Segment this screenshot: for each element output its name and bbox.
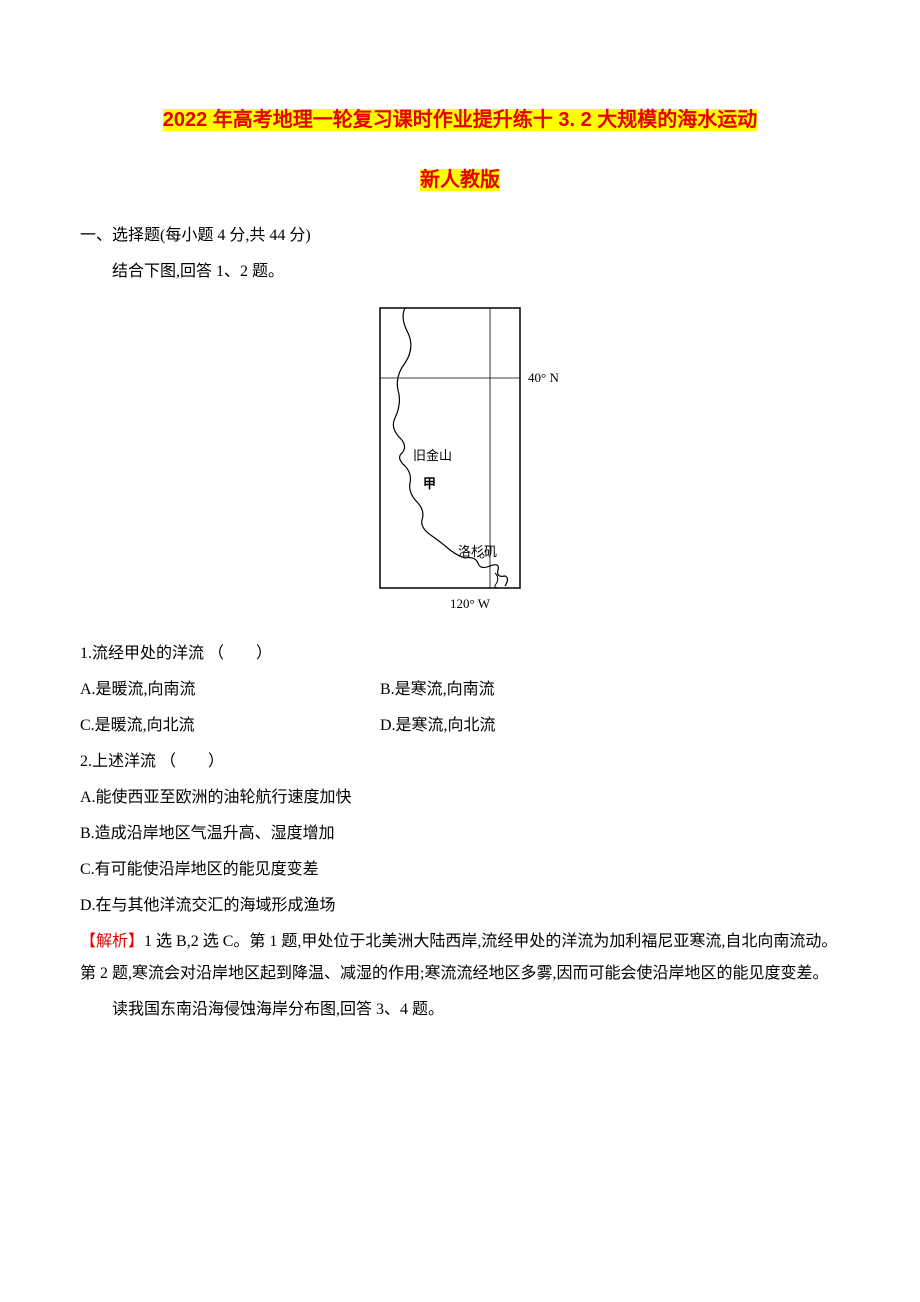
section-header: 一、选择题(每小题 4 分,共 44 分) xyxy=(80,220,840,252)
q1-option-d: D.是寒流,向北流 xyxy=(380,710,840,742)
q1-option-c: C.是暖流,向北流 xyxy=(80,710,380,742)
question-2: 2.上述洋流 （ ） xyxy=(80,746,840,778)
q2-option-b: B.造成沿岸地区气温升高、湿度增加 xyxy=(80,818,840,850)
map-lat-label: 40° N xyxy=(528,370,559,385)
q2-option-c: C.有可能使沿岸地区的能见度变差 xyxy=(80,854,840,886)
map-lon-label: 120° W xyxy=(450,596,491,611)
q2-option-d: D.在与其他洋流交汇的海域形成渔场 xyxy=(80,890,840,922)
question-intro-1-2: 结合下图,回答 1、2 题。 xyxy=(80,256,840,288)
map-point-jia: 甲 xyxy=(423,476,436,491)
map-city-sf: 旧金山 xyxy=(413,448,452,463)
q2-option-a: A.能使西亚至欧洲的油轮航行速度加快 xyxy=(80,782,840,814)
title-sub: 新人教版 xyxy=(80,160,840,200)
analysis-1-2: 【解析】1 选 B,2 选 C。第 1 题,甲处位于北美洲大陆西岸,流经甲处的洋… xyxy=(80,926,840,990)
question-intro-3-4: 读我国东南沿海侵蚀海岸分布图,回答 3、4 题。 xyxy=(80,994,840,1026)
q1-option-b: B.是寒流,向南流 xyxy=(380,674,840,706)
question-1: 1.流经甲处的洋流 （ ） xyxy=(80,638,840,670)
title-main: 2022 年高考地理一轮复习课时作业提升练十 3. 2 大规模的海水运动 xyxy=(80,100,840,140)
map-figure: 旧金山 甲 洛杉矶 40° N 120° W xyxy=(80,298,840,618)
q1-option-a: A.是暖流,向南流 xyxy=(80,674,380,706)
map-city-la: 洛杉矶 xyxy=(458,544,497,559)
